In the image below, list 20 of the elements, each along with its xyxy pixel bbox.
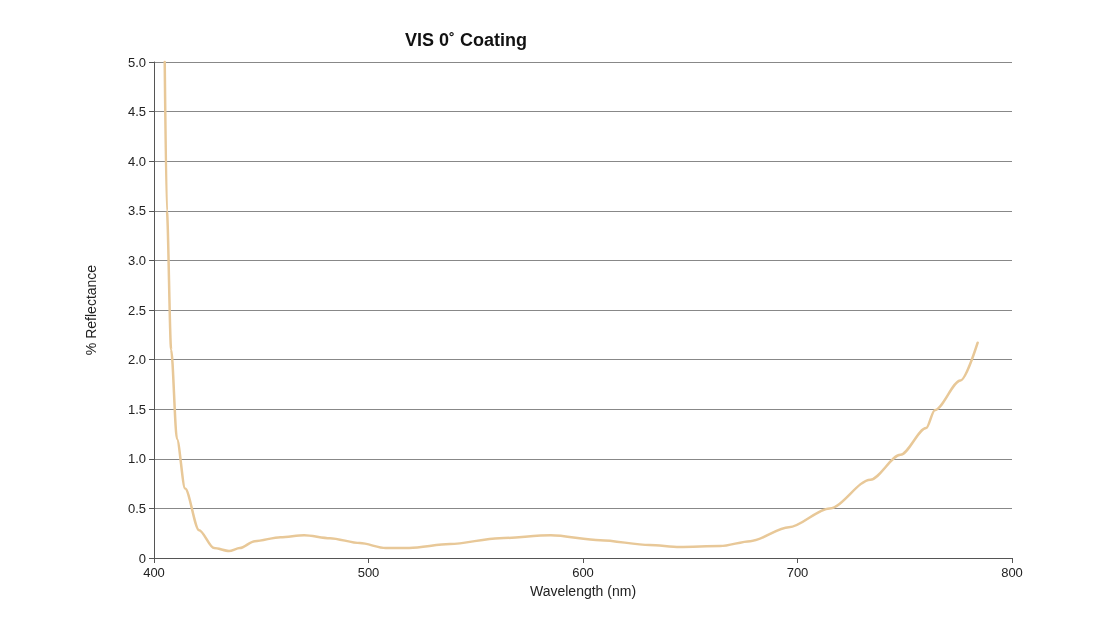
- x-tick-label: 500: [357, 565, 380, 580]
- x-tick-label: 600: [572, 565, 594, 580]
- x-tick-label: 400: [143, 565, 165, 580]
- y-tick-label: 3.5: [127, 203, 146, 219]
- line-series: [163, 60, 979, 553]
- y-tick-label: 0.5: [127, 500, 146, 516]
- y-tick-label: 3.0: [127, 252, 146, 268]
- y-tick-label: 2.0: [127, 352, 146, 368]
- y-tick-label: 0: [138, 550, 146, 566]
- y-tick-label: 4.0: [127, 153, 146, 169]
- y-axis-title: % Reflectance: [83, 264, 99, 356]
- y-tick-label: 2.5: [127, 302, 146, 318]
- y-tick-label: 1.0: [127, 451, 146, 467]
- x-axis-title: Wavelength (nm): [529, 582, 637, 599]
- x-tick-label: 700: [786, 565, 809, 580]
- y-tick-label: 1.5: [127, 401, 146, 417]
- chart-title: VIS 0˚ Coating: [405, 30, 528, 50]
- x-tick-label: 800: [1001, 565, 1023, 580]
- y-tick-label: 4.5: [127, 104, 146, 120]
- y-tick-label: 5.0: [127, 54, 146, 70]
